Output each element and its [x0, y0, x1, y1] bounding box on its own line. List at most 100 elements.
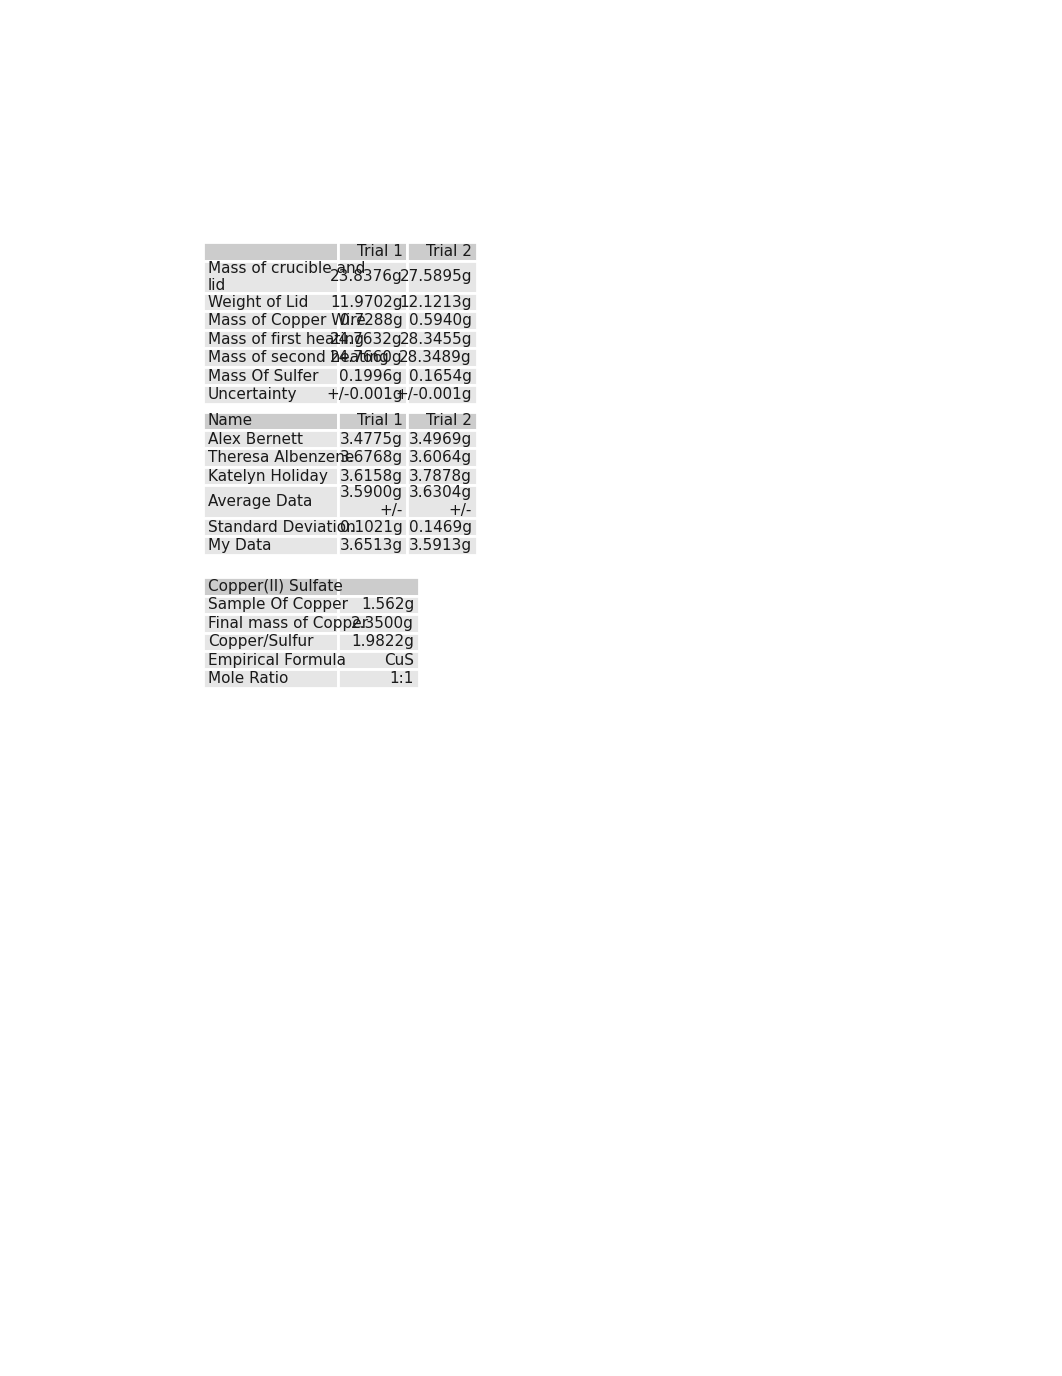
Bar: [407, 330, 477, 348]
Bar: [338, 348, 407, 367]
Bar: [203, 466, 338, 486]
Text: +/-0.001g: +/-0.001g: [395, 387, 472, 402]
Bar: [338, 293, 407, 311]
Bar: [203, 411, 338, 429]
Bar: [338, 242, 407, 260]
Text: 3.6158g: 3.6158g: [340, 469, 402, 484]
Text: 3.5900g
+/-: 3.5900g +/-: [340, 486, 402, 517]
Bar: [203, 242, 338, 260]
Bar: [338, 330, 407, 348]
Text: Copper/Sulfur: Copper/Sulfur: [208, 634, 313, 649]
Bar: [203, 367, 338, 385]
Text: 0.1469g: 0.1469g: [409, 520, 472, 534]
Bar: [407, 293, 477, 311]
Text: 0.5940g: 0.5940g: [409, 314, 472, 327]
Text: 11.9702g: 11.9702g: [330, 294, 402, 310]
Text: 2.3500g: 2.3500g: [352, 616, 414, 630]
Text: Uncertainty: Uncertainty: [208, 387, 297, 402]
Bar: [203, 614, 338, 633]
Text: 3.5913g: 3.5913g: [409, 538, 472, 553]
Bar: [338, 651, 418, 670]
Bar: [338, 367, 407, 385]
Bar: [407, 449, 477, 466]
Bar: [338, 411, 407, 429]
Bar: [407, 385, 477, 403]
Bar: [203, 449, 338, 466]
Bar: [338, 537, 407, 555]
Text: 24.7660g: 24.7660g: [330, 350, 402, 365]
Text: Empirical Formula: Empirical Formula: [208, 652, 346, 667]
Text: 24.7632g: 24.7632g: [330, 332, 402, 347]
Text: Trial 1: Trial 1: [357, 244, 402, 259]
Text: Average Data: Average Data: [208, 494, 312, 509]
Bar: [203, 260, 338, 293]
Text: Mass of crucible and
lid: Mass of crucible and lid: [208, 260, 365, 293]
Text: Theresa Albenzene: Theresa Albenzene: [208, 450, 354, 465]
Text: 3.6064g: 3.6064g: [409, 450, 472, 465]
Bar: [407, 242, 477, 260]
Bar: [407, 517, 477, 537]
Text: Mass of Copper Wire: Mass of Copper Wire: [208, 314, 365, 327]
Bar: [338, 670, 418, 688]
Text: Trial 2: Trial 2: [426, 244, 472, 259]
Text: Mass Of Sulfer: Mass Of Sulfer: [208, 369, 319, 384]
Text: Name: Name: [208, 413, 253, 428]
Bar: [407, 429, 477, 449]
Bar: [338, 260, 407, 293]
Text: Katelyn Holiday: Katelyn Holiday: [208, 469, 328, 484]
Text: 3.6304g
+/-: 3.6304g +/-: [409, 486, 472, 517]
Text: Mass of first heating: Mass of first heating: [208, 332, 364, 347]
Text: Trial 1: Trial 1: [357, 413, 402, 428]
Text: CuS: CuS: [384, 652, 414, 667]
Text: 28.3455g: 28.3455g: [399, 332, 472, 347]
Bar: [203, 348, 338, 367]
Bar: [338, 429, 407, 449]
Text: Final mass of Copper: Final mass of Copper: [208, 616, 367, 630]
Bar: [407, 466, 477, 486]
Text: 23.8376g: 23.8376g: [330, 270, 402, 285]
Text: Alex Bernett: Alex Bernett: [208, 432, 303, 447]
Bar: [407, 367, 477, 385]
Text: 3.4969g: 3.4969g: [409, 432, 472, 447]
Bar: [338, 577, 418, 596]
Text: Sample Of Copper: Sample Of Copper: [208, 597, 347, 612]
Text: My Data: My Data: [208, 538, 271, 553]
Bar: [338, 486, 407, 517]
Text: 12.1213g: 12.1213g: [399, 294, 472, 310]
Bar: [203, 577, 338, 596]
Bar: [338, 449, 407, 466]
Bar: [203, 596, 338, 614]
Bar: [407, 537, 477, 555]
Bar: [203, 517, 338, 537]
Text: Copper(II) Sulfate: Copper(II) Sulfate: [208, 579, 343, 594]
Text: Mole Ratio: Mole Ratio: [208, 671, 288, 687]
Bar: [338, 633, 418, 651]
Text: 3.6768g: 3.6768g: [340, 450, 402, 465]
Text: Trial 2: Trial 2: [426, 413, 472, 428]
Bar: [407, 348, 477, 367]
Text: 0.1996g: 0.1996g: [340, 369, 402, 384]
Bar: [203, 330, 338, 348]
Text: +/-0.001g: +/-0.001g: [326, 387, 402, 402]
Bar: [203, 385, 338, 403]
Bar: [338, 311, 407, 330]
Bar: [203, 651, 338, 670]
Bar: [203, 633, 338, 651]
Bar: [338, 614, 418, 633]
Text: 1:1: 1:1: [390, 671, 414, 687]
Text: 1.9822g: 1.9822g: [352, 634, 414, 649]
Text: Standard Deviation: Standard Deviation: [208, 520, 356, 534]
Text: 0.1654g: 0.1654g: [409, 369, 472, 384]
Text: 1.562g: 1.562g: [361, 597, 414, 612]
Bar: [407, 411, 477, 429]
Text: 3.4775g: 3.4775g: [340, 432, 402, 447]
Text: 28.3489g: 28.3489g: [399, 350, 472, 365]
Bar: [203, 293, 338, 311]
Text: Weight of Lid: Weight of Lid: [208, 294, 308, 310]
Bar: [407, 311, 477, 330]
Bar: [203, 429, 338, 449]
Bar: [203, 486, 338, 517]
Text: 0.7288g: 0.7288g: [340, 314, 402, 327]
Bar: [407, 486, 477, 517]
Bar: [203, 670, 338, 688]
